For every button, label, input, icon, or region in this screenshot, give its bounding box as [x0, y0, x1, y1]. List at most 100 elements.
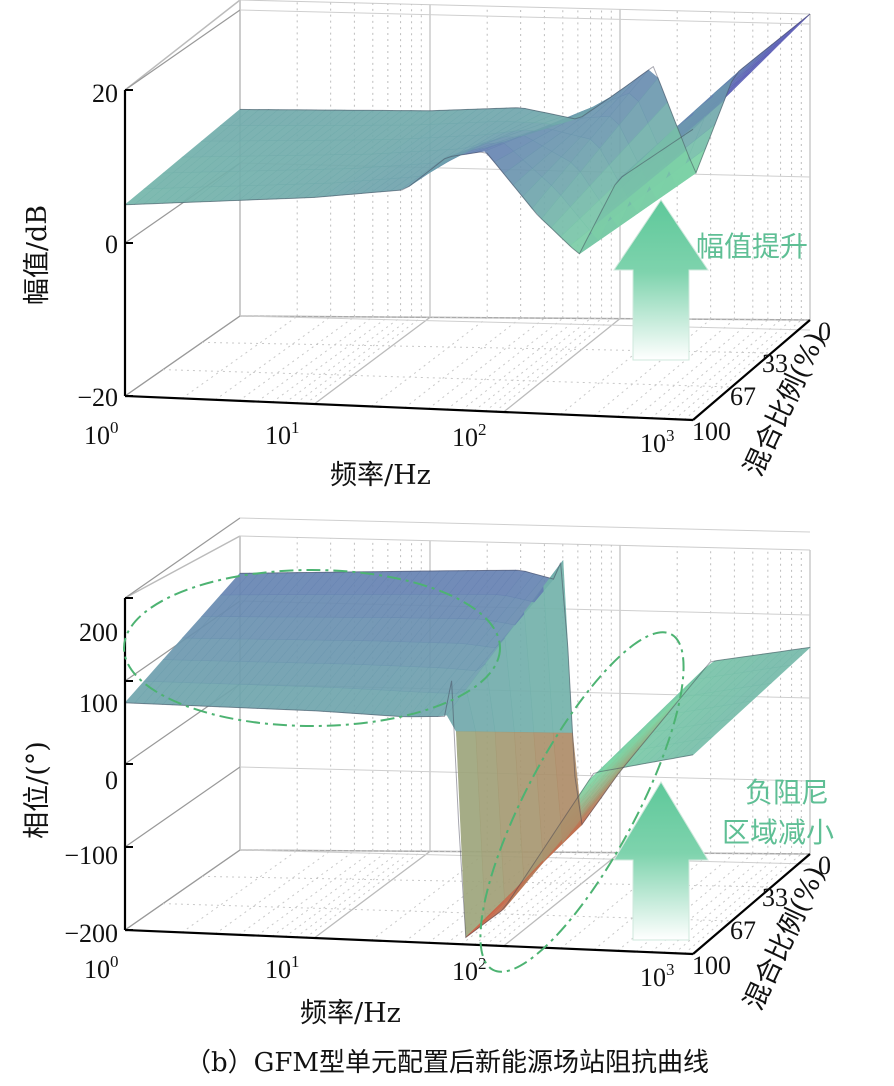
phase-x-axis-label: 频率/Hz [300, 998, 401, 1029]
floor-grid-line [674, 853, 792, 954]
series-ridge-line [239, 562, 811, 826]
floor-grid-line [485, 852, 602, 946]
y-tick-label: 33 [762, 883, 788, 912]
z-grid-diag [124, 517, 241, 599]
phase-reduce-arrow [613, 781, 709, 941]
series-ridge-line [239, 13, 811, 175]
floor-mix-line [239, 849, 811, 855]
z-tick-label: −20 [77, 383, 118, 412]
phase-chart: 200 100 0 −100 −200 100 101 102 103 0 33… [22, 517, 834, 1029]
y-tick-label: 100 [692, 951, 731, 980]
floor-grid-line [295, 316, 412, 404]
floor-grid-line [305, 850, 422, 939]
x-tick-label: 100 [84, 418, 119, 450]
floor-grid-line [593, 318, 711, 417]
z-tick-label: 20 [92, 79, 118, 108]
z-grid-line [239, 9, 811, 25]
floor-grid-line [503, 318, 621, 413]
floor-grid-line [503, 852, 621, 947]
floor-grid-line [674, 319, 792, 420]
x-tick-label: 103 [640, 426, 675, 458]
floor-mix-line [239, 315, 811, 321]
z-grid-line [239, 315, 811, 331]
floor-grid-line [181, 849, 298, 933]
floor-grid-line [617, 319, 735, 418]
x-tick-label: 100 [84, 952, 119, 984]
floor-grid-line [474, 852, 591, 946]
phase-axes [123, 597, 811, 956]
x-axis-line [124, 928, 694, 956]
floor-grid-line [635, 319, 754, 418]
figure-caption: （b）GFM型单元配置后新能源场站阻抗曲线 [184, 1048, 710, 1078]
floor-grid-line [474, 318, 591, 412]
phase-z-ticks: 200 100 0 −100 −200 [64, 618, 118, 948]
highlight-ellipse-lowfreq [123, 569, 501, 727]
magnitude-boost-arrow [613, 199, 709, 361]
floor-grid-line [215, 316, 331, 401]
phase-y-ticks: 0 33 67 100 [692, 851, 831, 980]
floor-grid-line [272, 316, 389, 403]
x-tick-label: 101 [265, 952, 300, 984]
floor-grid-line [663, 319, 781, 420]
z-tick-label: −100 [64, 841, 118, 870]
floor-grid-line [485, 318, 602, 412]
floor-grid-line [305, 316, 422, 405]
frame-line [239, 0, 811, 15]
magnitude-annotation: 幅值提升 [696, 230, 808, 263]
floor-grid-line [560, 318, 678, 415]
y-tick-label: 67 [730, 916, 756, 945]
surface-patch [780, 13, 811, 41]
z-grid-diag [124, 9, 241, 91]
y-tick-label: 67 [730, 382, 756, 411]
phase-surface [124, 559, 811, 939]
y-tick-label: 33 [762, 349, 788, 378]
floor-grid-line [494, 852, 612, 947]
floor-grid-line [404, 851, 521, 943]
phase-x-ticks: 100 101 102 103 [84, 952, 675, 992]
z-tick-label: 0 [105, 230, 118, 259]
floor-grid-line [181, 315, 298, 399]
magnitude-chart: 20 0 −20 100 101 102 103 0 33 67 100 频率/… [22, 0, 832, 491]
phase-annotation-line1: 负阻尼 [745, 776, 829, 809]
x-tick-label: 102 [452, 954, 487, 986]
surface-patch [780, 646, 811, 668]
floor-grid-line [560, 852, 678, 949]
floor-grid-line [684, 853, 802, 955]
z-tick-label: 200 [79, 618, 118, 647]
floor-grid-line [593, 852, 711, 951]
y-tick-label: 0 [818, 317, 831, 346]
magnitude-surface [124, 13, 811, 255]
floor-grid-line [494, 318, 612, 413]
floor-grid-line [428, 317, 545, 410]
floor-grid-line [295, 850, 412, 938]
z-tick-label: 0 [105, 766, 118, 795]
floor-grid-line [313, 316, 431, 405]
x-tick-label: 101 [265, 418, 300, 450]
floor-grid-line [284, 316, 401, 404]
z-tick-label: 100 [79, 689, 118, 718]
floor-grid-line [215, 850, 331, 935]
floor-grid-line [284, 850, 401, 938]
z-grid-diag [124, 766, 241, 848]
phase-z-axis-label: 相位/(°) [22, 741, 53, 839]
floor-grid-line [461, 317, 579, 411]
floor-grid-line [238, 850, 355, 936]
floor-grid-line [238, 316, 355, 402]
series-ridge-line [124, 680, 694, 939]
phase-annotation-line2: 区域减小 [722, 816, 834, 849]
magnitude-grid [124, 0, 811, 421]
magnitude-y-ticks: 0 33 67 100 [692, 317, 831, 446]
floor-grid-line [404, 317, 521, 409]
frame-line [124, 0, 241, 91]
floor-grid-line [650, 319, 769, 419]
magnitude-axes [123, 89, 811, 422]
floor-grid-line [684, 319, 802, 421]
highlight-ellipse-negative-damping [479, 631, 685, 973]
frame-line [239, 535, 811, 551]
magnitude-x-axis-label: 频率/Hz [330, 460, 431, 491]
x-tick-label: 103 [640, 960, 675, 992]
magnitude-z-axis-label: 幅值/dB [22, 205, 53, 305]
z-grid-diag [124, 315, 241, 397]
surface-patch [761, 32, 791, 60]
